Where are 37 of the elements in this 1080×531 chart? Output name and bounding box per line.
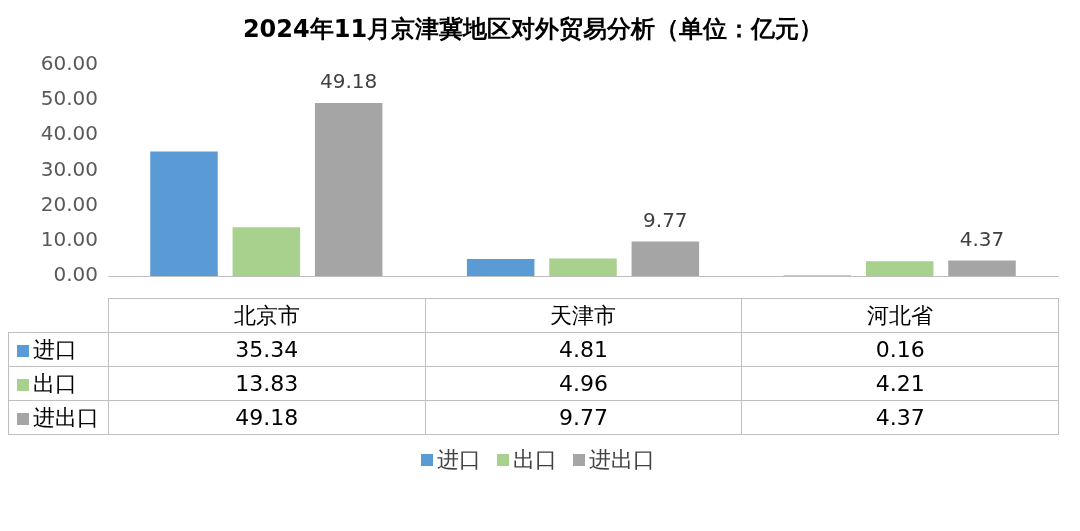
legend-label: 进口 <box>8 332 109 367</box>
chart-title: 2024年11月京津冀地区对外贸易分析（单位：亿元） <box>242 14 824 43</box>
x-tick-label: 河北省 <box>741 298 1059 333</box>
data-label: 4.81 <box>425 332 742 367</box>
bar <box>150 151 218 276</box>
annotation: 49.18 <box>320 69 378 94</box>
y-tick-label: 10.00 <box>40 227 98 251</box>
y-tick-label: 0.00 <box>53 262 98 287</box>
data-label: 13.83 <box>108 366 426 401</box>
bar <box>549 258 617 276</box>
bar <box>948 260 1016 276</box>
legend-label: 出口 <box>512 446 557 474</box>
bar <box>631 241 700 276</box>
data-label: 4.21 <box>741 366 1059 401</box>
data-label: 35.34 <box>108 332 426 367</box>
bar <box>865 261 934 276</box>
y-tick-label: 50.00 <box>40 86 98 111</box>
y-tick-label: 20.00 <box>40 191 98 216</box>
y-tick-label: 30.00 <box>40 156 98 181</box>
data-label: 9.77 <box>425 400 742 435</box>
annotation: 9.77 <box>643 207 688 232</box>
x-tick-label: 北京市 <box>108 298 426 333</box>
text: 进出口 <box>33 404 99 430</box>
data-label: 4.96 <box>425 366 742 401</box>
bar <box>466 259 535 276</box>
bar <box>232 227 301 276</box>
x-tick-label: 天津市 <box>425 298 742 333</box>
data-label: 0.16 <box>741 332 1059 367</box>
y-tick-label: 40.00 <box>40 121 98 146</box>
text: 出口 <box>33 370 77 396</box>
legend-label: 进出口 <box>588 446 655 474</box>
data-label: 49.18 <box>108 400 426 435</box>
y-tick-label: 60.00 <box>40 51 98 75</box>
data-label: 4.37 <box>741 400 1059 435</box>
text: 进口 <box>437 447 481 472</box>
annotation: 4.37 <box>959 226 1005 251</box>
bar <box>314 102 383 276</box>
